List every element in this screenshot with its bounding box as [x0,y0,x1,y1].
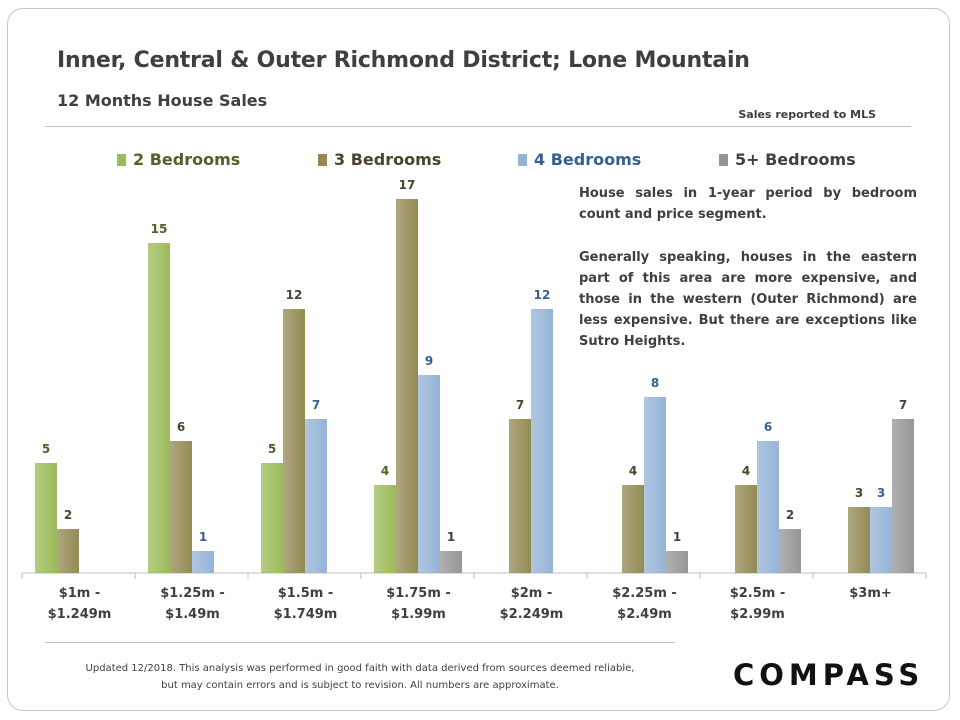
x-tick-label: $2.5m -$2.99m [730,586,786,622]
bar-4-bedrooms [305,419,327,573]
x-tick-label: $1.75m -$1.99m [386,586,451,622]
data-label-2-bedrooms: 15 [151,222,168,236]
legend-item-2-bedrooms: 2 Bedrooms [117,150,240,169]
x-tick-label: $1.25m -$1.49m [160,586,225,622]
data-label-3-bedrooms: 4 [629,464,637,478]
legend-label-4-bedrooms: 4 Bedrooms [534,150,642,169]
data-label-4-bedrooms: 9 [425,354,433,368]
data-label-2-bedrooms: 5 [268,442,276,456]
data-label-4-bedrooms: 6 [764,420,772,434]
legend-label-5plus-bedrooms: 5+ Bedrooms [735,150,856,169]
source-note: Sales reported to MLS [738,108,876,121]
data-label-4-bedrooms: 1 [199,530,207,544]
bar-3-bedrooms [283,309,305,573]
bar-4-bedrooms [757,441,779,573]
data-label-3-bedrooms: 7 [516,398,524,412]
x-tick-label: $2m -$2.249m [500,586,564,622]
bar-5plus-bedrooms [892,419,914,573]
bar-2-bedrooms [35,463,57,573]
legend-item-3-bedrooms: 3 Bedrooms [318,150,441,169]
bar-5plus-bedrooms [779,529,801,573]
chart-title: Inner, Central & Outer Richmond District… [57,48,750,73]
x-tick-label: $2.25m -$2.49m [612,586,677,622]
bar-4-bedrooms [192,551,214,573]
data-label-3-bedrooms: 17 [399,178,416,192]
data-label-5plus-bedrooms: 2 [786,508,794,522]
data-label-5plus-bedrooms: 7 [899,398,907,412]
legend-label-3-bedrooms: 3 Bedrooms [334,150,442,169]
legend-label-2-bedrooms: 2 Bedrooms [133,150,241,169]
compass-logo: COMPASS [733,658,925,692]
bar-5plus-bedrooms [666,551,688,573]
data-label-3-bedrooms: 3 [855,486,863,500]
footer-divider [45,642,675,643]
data-label-3-bedrooms: 12 [286,288,303,302]
bar-4-bedrooms [418,375,440,573]
legend-swatch-2-bedrooms [117,153,126,166]
chart-legend: 2 Bedrooms 3 Bedrooms 4 Bedrooms 5+ Bedr… [0,150,960,172]
bar-3-bedrooms [396,199,418,573]
description-paragraph-1: House sales in 1-year period by bedroom … [579,186,917,222]
bar-3-bedrooms [622,485,644,573]
x-tick-label: $1.5m -$1.749m [274,586,338,622]
chart-description: House sales in 1-year period by bedroom … [579,183,917,374]
data-label-4-bedrooms: 3 [877,486,885,500]
chart-subtitle: 12 Months House Sales [57,91,268,110]
data-label-2-bedrooms: 5 [42,442,50,456]
bar-4-bedrooms [531,309,553,573]
bar-4-bedrooms [870,507,892,573]
x-tick-label: $3m+ [849,586,892,601]
data-label-3-bedrooms: 6 [177,420,185,434]
data-label-4-bedrooms: 8 [651,376,659,390]
description-paragraph-2: Generally speaking, houses in the easter… [579,250,917,349]
data-label-5plus-bedrooms: 1 [447,530,455,544]
data-label-3-bedrooms: 2 [64,508,72,522]
data-label-3-bedrooms: 4 [742,464,750,478]
disclaimer-line-2: but may contain errors and is subject to… [161,680,559,691]
legend-item-4-bedrooms: 4 Bedrooms [518,150,641,169]
bar-3-bedrooms [170,441,192,573]
bar-3-bedrooms [509,419,531,573]
legend-item-5plus-bedrooms: 5+ Bedrooms [719,150,856,169]
bar-3-bedrooms [57,529,79,573]
bar-3-bedrooms [735,485,757,573]
bar-5plus-bedrooms [440,551,462,573]
legend-swatch-5plus-bedrooms [719,153,728,166]
x-tick-label: $1m -$1.249m [48,586,112,622]
data-label-4-bedrooms: 12 [534,288,551,302]
bar-3-bedrooms [848,507,870,573]
bar-2-bedrooms [374,485,396,573]
disclaimer-line-1: Updated 12/2018. This analysis was perfo… [85,663,635,674]
bar-2-bedrooms [261,463,283,573]
disclaimer: Updated 12/2018. This analysis was perfo… [60,660,660,694]
data-label-2-bedrooms: 4 [381,464,389,478]
bar-2-bedrooms [148,243,170,573]
bar-4-bedrooms [644,397,666,573]
legend-swatch-4-bedrooms [518,153,527,166]
header-divider [45,126,911,127]
legend-swatch-3-bedrooms [318,153,327,166]
data-label-4-bedrooms: 7 [312,398,320,412]
data-label-5plus-bedrooms: 1 [673,530,681,544]
